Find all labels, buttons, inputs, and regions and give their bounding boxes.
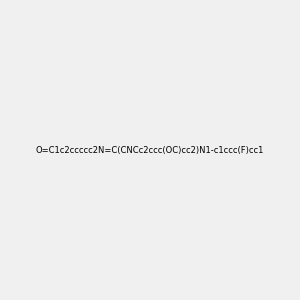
Text: O=C1c2ccccc2N=C(CNCc2ccc(OC)cc2)N1-c1ccc(F)cc1: O=C1c2ccccc2N=C(CNCc2ccc(OC)cc2)N1-c1ccc… [36,146,264,154]
